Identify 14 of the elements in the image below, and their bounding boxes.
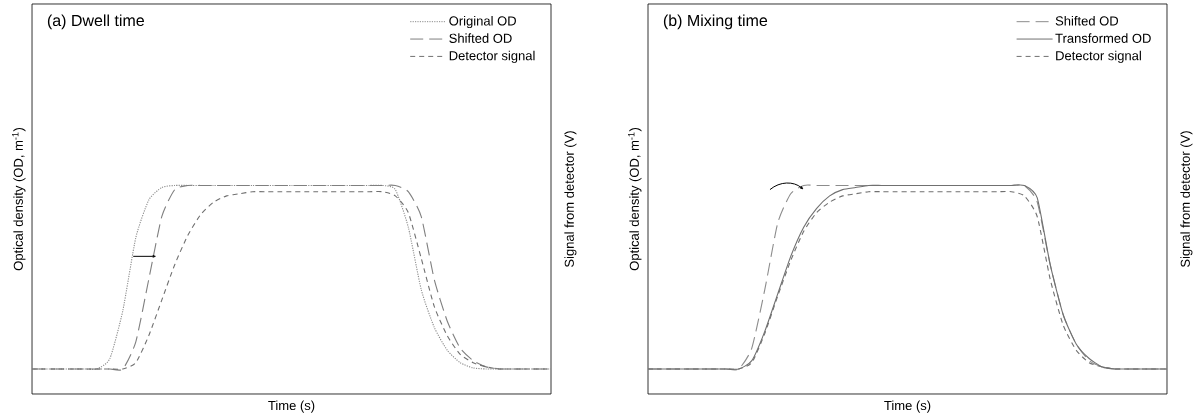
x-axis-title: Time (s) (268, 400, 315, 413)
y2-axis-title: Signal from detector (V) (564, 131, 577, 268)
y2-axis-title: Signal from detector (V) (1180, 131, 1193, 268)
legend-label: Transformed OD (1055, 33, 1151, 43)
legend-label: Shifted OD (449, 33, 512, 43)
chart-title: (b) Mixing time (663, 14, 768, 30)
x-axis-title: Time (s) (884, 400, 931, 413)
chart-title: (a) Dwell time (47, 14, 144, 30)
legend-label: Shifted OD (1055, 15, 1119, 26)
legend-label: Original OD (449, 15, 516, 29)
y-axis-title: Optical density (OD, m$^{-1}$) (628, 127, 642, 271)
legend-label: Detector signal (1056, 50, 1141, 63)
y-axis-title: Optical density (OD, m$^{-1}$) (12, 127, 26, 271)
legend-label: Detector signal (449, 50, 535, 63)
